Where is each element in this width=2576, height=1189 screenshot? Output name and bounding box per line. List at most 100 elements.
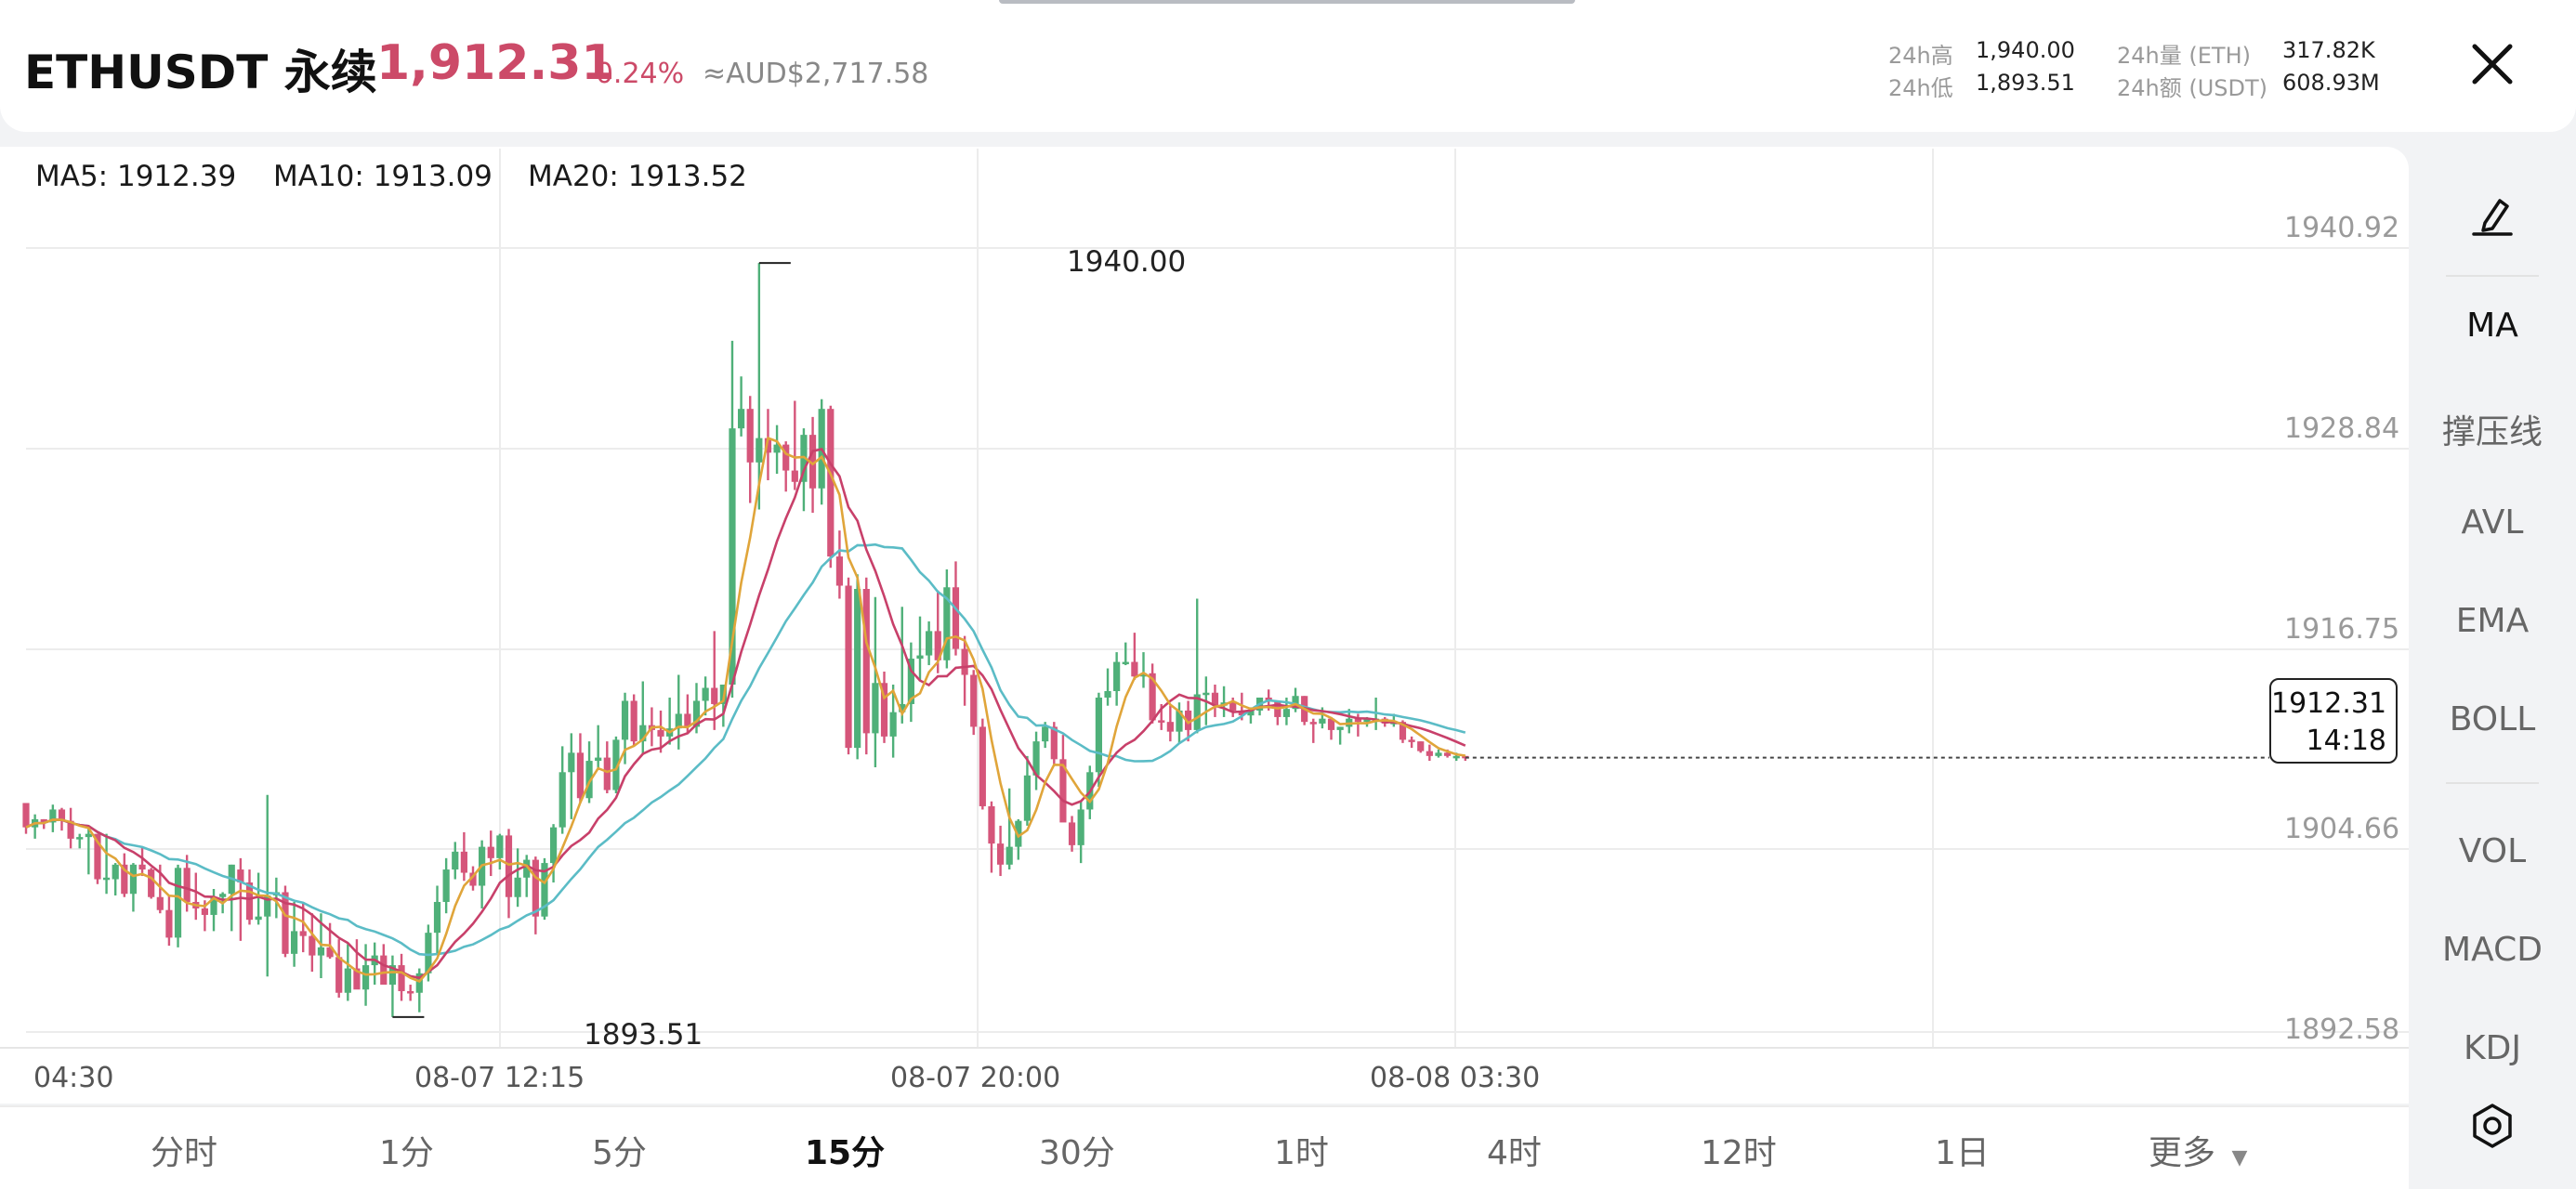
- tab-1h[interactable]: 1时: [1274, 1134, 1329, 1172]
- candle-body: [845, 585, 852, 749]
- candle-body: [317, 947, 325, 956]
- candle-body: [889, 712, 897, 737]
- candle-body: [112, 864, 119, 880]
- candle-body: [1292, 696, 1299, 710]
- ma10-line: [25, 448, 1466, 980]
- candle-body: [1149, 673, 1156, 721]
- candle-body: [523, 859, 531, 878]
- high-marker-label: 1940.00: [1067, 245, 1187, 279]
- y-tick-label: 1892.58: [2284, 1013, 2400, 1046]
- sidebar-divider: [2446, 275, 2539, 277]
- candle-body: [1417, 741, 1425, 751]
- candle-body: [1113, 661, 1121, 691]
- candle-body: [469, 872, 477, 886]
- candle-body: [934, 631, 941, 660]
- tab-4h[interactable]: 4时: [1487, 1134, 1542, 1172]
- candle-body: [514, 877, 521, 897]
- candle-body: [1238, 710, 1245, 716]
- last-price: 1,912.31: [376, 35, 615, 91]
- candle-body: [970, 674, 978, 727]
- candle-body: [585, 761, 593, 799]
- tab-30m[interactable]: 30分: [1039, 1134, 1115, 1172]
- candle-body: [219, 894, 227, 897]
- y-tick-label: 1916.75: [2284, 613, 2400, 646]
- sidebar-item-ema[interactable]: EMA: [2455, 602, 2530, 640]
- sidebar-item-ma[interactable]: MA: [2466, 307, 2518, 345]
- candle-body: [496, 835, 504, 858]
- draw-pen-icon[interactable]: [2466, 191, 2518, 238]
- sheet-grabber[interactable]: [999, 0, 1575, 4]
- candle-body: [612, 739, 620, 790]
- price-change: -0.24%: [585, 58, 685, 90]
- candle-body: [952, 587, 960, 649]
- candle-body: [1193, 694, 1201, 730]
- sidebar-item-boll[interactable]: BOLL: [2449, 700, 2536, 738]
- stat-high-value: 1,940.00: [1976, 37, 2075, 63]
- tab-5m[interactable]: 5分: [592, 1134, 647, 1172]
- sidebar-item-kdj[interactable]: KDJ: [2464, 1029, 2521, 1067]
- stat-high-label: 24h高: [1888, 43, 1953, 69]
- stat-amt-label: 24h额 (USDT): [2117, 75, 2268, 101]
- candle-body: [487, 846, 494, 858]
- candlestick-chart[interactable]: [0, 0, 2409, 1105]
- candle-body: [1050, 726, 1058, 760]
- settings-icon[interactable]: [2468, 1102, 2517, 1150]
- candle-body: [1077, 809, 1084, 845]
- candle-body: [174, 868, 182, 938]
- tab-1m[interactable]: 1分: [379, 1134, 434, 1172]
- candle-body: [541, 863, 548, 917]
- candle-body: [245, 882, 254, 921]
- sidebar-item-vol[interactable]: VOL: [2458, 832, 2527, 870]
- symbol-title: ETHUSDT 永续: [24, 46, 377, 99]
- x-tick-label: 08-08 03:30: [1370, 1062, 1541, 1094]
- candle-body: [156, 896, 164, 910]
- candle-body: [201, 908, 208, 915]
- sidebar-item-macd[interactable]: MACD: [2442, 931, 2543, 969]
- candle-body: [961, 648, 968, 675]
- tab-12h[interactable]: 12时: [1701, 1134, 1777, 1172]
- stat-low-label: 24h低: [1888, 75, 1953, 101]
- ma20-legend: MA20: 1913.52: [528, 160, 747, 193]
- candle-body: [102, 877, 111, 881]
- chevron-down-icon: ▼: [2231, 1146, 2248, 1169]
- candle-body: [1229, 702, 1237, 711]
- candle-body: [729, 428, 736, 686]
- candle-body: [40, 818, 47, 823]
- candle-body: [773, 444, 781, 453]
- candle-body: [791, 470, 798, 482]
- candle-body: [576, 752, 585, 799]
- candle-body: [988, 805, 995, 844]
- tab-more[interactable]: 更多 ▼: [2149, 1126, 2247, 1174]
- candle-body: [452, 851, 459, 870]
- sidebar-item-support-resistance[interactable]: 撑压线: [2441, 413, 2543, 451]
- candle-body: [738, 409, 745, 429]
- candle-body: [639, 725, 647, 742]
- candle-body: [943, 587, 951, 660]
- candle-body: [1023, 775, 1032, 821]
- candle-body: [237, 869, 244, 883]
- candle-body: [1282, 709, 1291, 717]
- candle-body: [907, 659, 914, 704]
- tab-15m[interactable]: 15分: [805, 1134, 886, 1172]
- candle-body: [76, 837, 84, 840]
- candle-body: [58, 809, 66, 821]
- candle-body: [657, 729, 664, 737]
- candle-body: [899, 703, 906, 712]
- candle-body: [603, 757, 611, 790]
- tab-1d[interactable]: 1日: [1935, 1134, 1990, 1172]
- candle-body: [979, 726, 986, 806]
- close-icon[interactable]: [2467, 39, 2517, 89]
- tab-time[interactable]: 分时: [151, 1134, 218, 1172]
- candle-body: [926, 631, 933, 656]
- candle-body: [1408, 739, 1415, 742]
- candle-body: [165, 909, 173, 938]
- candle-body: [872, 683, 879, 734]
- candle-body: [398, 965, 405, 992]
- candle-body: [148, 869, 155, 897]
- candle-body: [1203, 692, 1210, 696]
- stat-vol-label: 24h量 (ETH): [2117, 43, 2251, 69]
- sidebar-item-avl[interactable]: AVL: [2461, 503, 2524, 542]
- candle-body: [1095, 697, 1102, 773]
- candle-body: [344, 968, 351, 993]
- candle-body: [1032, 741, 1040, 776]
